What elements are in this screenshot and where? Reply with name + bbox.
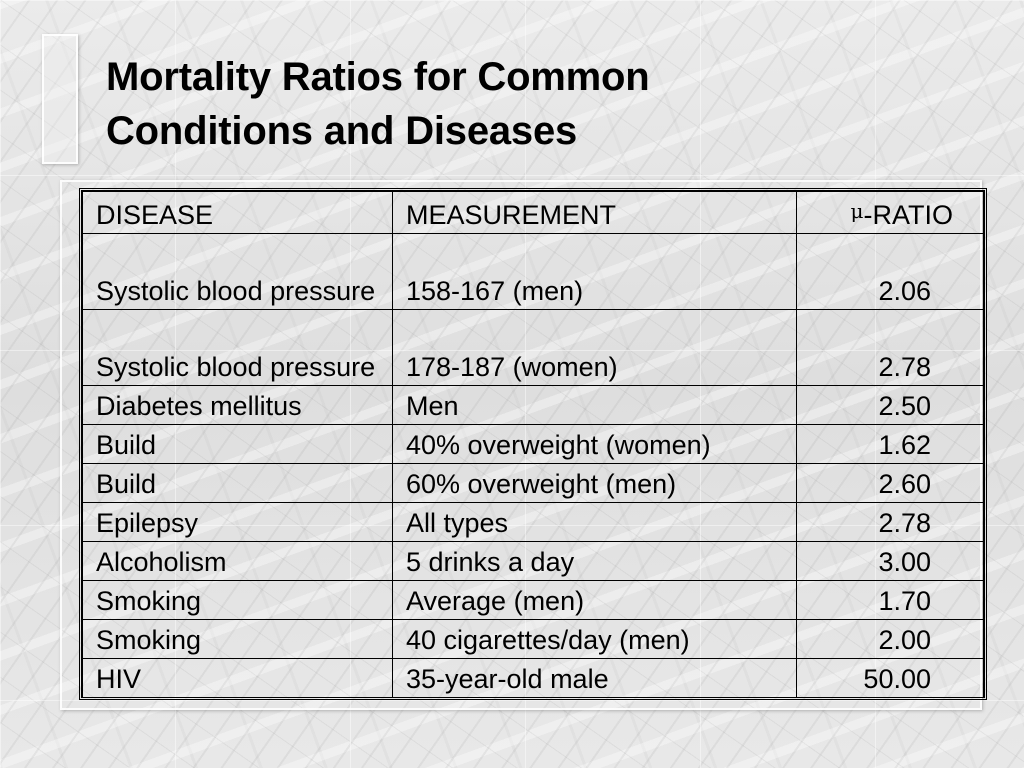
cell-ratio: 3.00	[796, 541, 984, 581]
table-row: Alcoholism 5 drinks a day 3.00	[82, 541, 984, 581]
cell-measurement: 178-187 (women)	[392, 309, 797, 386]
cell-disease: Build	[82, 424, 393, 464]
data-table: DISEASE MEASUREMENT μ-RATIO Systolic blo…	[82, 191, 984, 698]
cell-ratio: 2.06	[796, 233, 984, 310]
cell-measurement: 158-167 (men)	[392, 233, 797, 310]
cell-disease: Alcoholism	[82, 541, 393, 581]
table-row: Diabetes mellitus Men 2.50	[82, 385, 984, 425]
header-ratio: μ-RATIO	[796, 191, 984, 234]
header-disease: DISEASE	[82, 191, 393, 234]
header-ratio-label: -RATIO	[863, 200, 954, 230]
table-row: Systolic blood pressure 158-167 (men) 2.…	[82, 233, 984, 310]
decorative-bar	[42, 34, 78, 164]
cell-measurement: Men	[392, 385, 797, 425]
slide-title-line-1: Mortality Ratios for Common	[106, 55, 650, 99]
cell-disease: Diabetes mellitus	[82, 385, 393, 425]
cell-ratio: 2.78	[796, 502, 984, 542]
cell-measurement: 40 cigarettes/day (men)	[392, 619, 797, 659]
cell-measurement: All types	[392, 502, 797, 542]
cell-disease: HIV	[82, 658, 393, 698]
mortality-ratio-table: DISEASE MEASUREMENT μ-RATIO Systolic blo…	[79, 188, 987, 700]
table-row: Build 60% overweight (men) 2.60	[82, 463, 984, 503]
cell-ratio: 1.70	[796, 580, 984, 620]
cell-disease: Systolic blood pressure	[82, 233, 393, 310]
slide-title: Mortality Ratios for Common Conditions a…	[106, 50, 650, 158]
header-measurement: MEASUREMENT	[392, 191, 797, 234]
cell-ratio: 2.00	[796, 619, 984, 659]
cell-disease: Epilepsy	[82, 502, 393, 542]
cell-ratio: 1.62	[796, 424, 984, 464]
table-row: Epilepsy All types 2.78	[82, 502, 984, 542]
cell-disease: Systolic blood pressure	[82, 309, 393, 386]
slide-title-line-2: Conditions and Diseases	[106, 109, 578, 153]
mu-symbol: μ	[850, 199, 864, 223]
cell-measurement: 35-year-old male	[392, 658, 797, 698]
cell-measurement: Average (men)	[392, 580, 797, 620]
cell-disease: Smoking	[82, 580, 393, 620]
cell-measurement: 40% overweight (women)	[392, 424, 797, 464]
cell-ratio: 2.50	[796, 385, 984, 425]
table-row: Smoking Average (men) 1.70	[82, 580, 984, 620]
cell-disease: Smoking	[82, 619, 393, 659]
cell-ratio: 2.78	[796, 309, 984, 386]
cell-measurement: 5 drinks a day	[392, 541, 797, 581]
table-row: Build 40% overweight (women) 1.62	[82, 424, 984, 464]
cell-ratio: 50.00	[796, 658, 984, 698]
table-row: Smoking 40 cigarettes/day (men) 2.00	[82, 619, 984, 659]
cell-ratio: 2.60	[796, 463, 984, 503]
cell-disease: Build	[82, 463, 393, 503]
table-row: Systolic blood pressure 178-187 (women) …	[82, 309, 984, 386]
table-row: HIV 35-year-old male 50.00	[82, 658, 984, 698]
cell-measurement: 60% overweight (men)	[392, 463, 797, 503]
table-header-row: DISEASE MEASUREMENT μ-RATIO	[82, 191, 984, 234]
